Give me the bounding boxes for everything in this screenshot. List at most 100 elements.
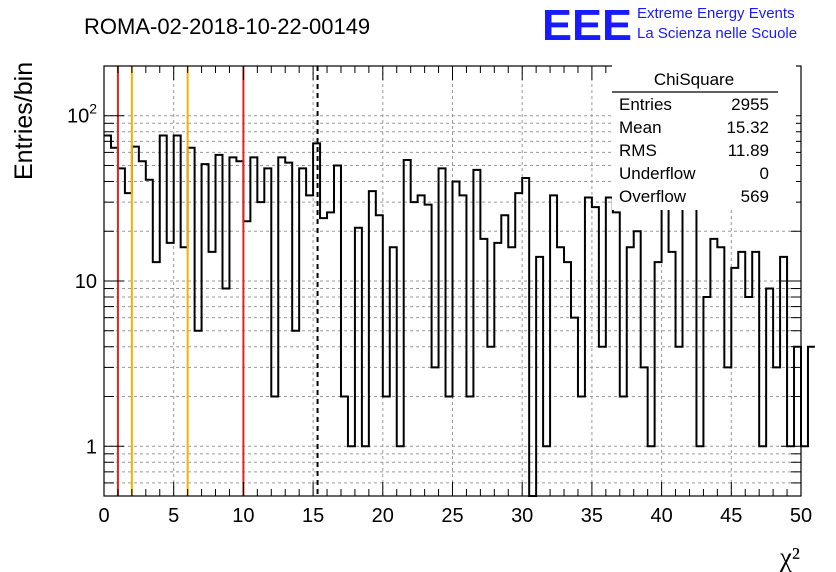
histogram-bin (104, 135, 111, 496)
histogram-bin (292, 331, 299, 496)
y-tick-label: 10 (75, 271, 97, 293)
histogram-bin (571, 318, 578, 496)
histogram-bin (306, 195, 313, 496)
histogram-bin (648, 446, 655, 496)
histogram-bin (564, 262, 571, 496)
histogram-bin (703, 297, 710, 496)
histogram-bin (229, 157, 236, 496)
histogram-bin (139, 161, 146, 496)
histogram-bin (641, 367, 648, 496)
stats-title: ChiSquare (654, 70, 734, 89)
histogram-bin (808, 347, 815, 496)
stats-label: Underflow (619, 164, 696, 183)
histogram-bin (480, 239, 487, 496)
histogram-bin (683, 176, 690, 496)
x-tick-label: 35 (581, 505, 603, 527)
logo-line-1: Extreme Energy Events (637, 5, 795, 22)
histogram-bin (236, 161, 243, 496)
histogram-bin (446, 397, 453, 496)
histogram-bin (627, 247, 634, 496)
histogram-bin (404, 160, 411, 496)
histogram-bin (731, 268, 738, 496)
histogram-bin (473, 170, 480, 496)
histogram-bin (459, 195, 466, 496)
histogram-bin (717, 247, 724, 496)
histogram-bin (125, 193, 132, 496)
histogram-bin (188, 148, 195, 496)
histogram-bin (662, 191, 669, 496)
x-tick-label: 10 (232, 505, 254, 527)
stats-label: Entries (619, 95, 672, 114)
histogram-bin (271, 397, 278, 496)
x-tick-label: 15 (302, 505, 324, 527)
histogram-bin (620, 397, 627, 496)
histogram-bin (355, 228, 362, 496)
histogram-bin (550, 195, 557, 496)
stats-rows: Entries 2955 Mean 15.32 RMS 11.89 Underflow 0 Ov… (619, 95, 769, 206)
histogram-bin (494, 243, 501, 496)
histogram-bin (327, 212, 334, 496)
histogram-bin (578, 397, 585, 496)
stats-value: 11.89 (728, 141, 769, 160)
histogram-bin (411, 202, 418, 496)
histogram-bin (745, 297, 752, 496)
stats-value: 569 (741, 187, 769, 206)
histogram-bin (801, 446, 808, 496)
histogram-bin (466, 397, 473, 496)
histogram-bin (759, 446, 766, 496)
stats-label: Mean (619, 118, 662, 137)
histogram-bin (167, 243, 174, 496)
histogram-bin (376, 215, 383, 496)
histogram-bin (536, 257, 543, 496)
x-tick-label: 50 (790, 505, 812, 527)
histogram-bin (257, 202, 264, 496)
histogram-series (104, 134, 815, 497)
histogram-bin (146, 180, 153, 496)
histogram-bin (606, 198, 613, 496)
x-tick-label: 0 (98, 505, 109, 527)
histogram-bin (724, 367, 731, 496)
histogram-bin (418, 195, 425, 496)
x-tick-label: 40 (650, 505, 672, 527)
histogram-bin (599, 347, 606, 496)
x-axis-label: χ² (779, 542, 800, 572)
x-tick-label: 5 (168, 505, 179, 527)
histogram-bin (320, 218, 327, 496)
stats-label: RMS (619, 141, 657, 160)
histogram-bin (501, 215, 508, 496)
histogram-bin (195, 331, 202, 496)
histogram-bin (669, 252, 676, 496)
histogram-bin (390, 247, 397, 496)
histogram-bin (794, 347, 801, 496)
histogram-bin (766, 289, 773, 496)
histogram-bin (773, 367, 780, 496)
y-axis-ticks: 1 10 102 (67, 65, 801, 497)
histogram-bin (397, 446, 404, 496)
histogram-bin (710, 239, 717, 496)
histogram-bin (515, 193, 522, 496)
histogram-bin (160, 135, 167, 496)
histogram-bin (222, 289, 229, 496)
chart-title: ROMA-02-2018-10-22-00149 (84, 14, 370, 39)
histogram-bin (634, 231, 641, 496)
histogram-bin (118, 168, 125, 496)
histogram-bin (362, 446, 369, 496)
stats-value: 2955 (731, 95, 769, 114)
histogram-bin (278, 157, 285, 496)
histogram-bin (487, 347, 494, 496)
histogram-bin (676, 347, 683, 496)
histogram-bin (153, 262, 160, 496)
histogram-bin (592, 207, 599, 496)
histogram-bin (439, 168, 446, 496)
y-tick-label: 1 (86, 436, 97, 458)
histogram-bin (341, 397, 348, 496)
stats-value: 15.32 (726, 118, 769, 137)
stats-box-background (612, 64, 796, 210)
histogram-bin (264, 168, 271, 496)
histogram-bin (508, 247, 515, 496)
histogram-bin (738, 252, 745, 496)
histogram-bin (557, 247, 564, 496)
histogram-bin (285, 163, 292, 496)
histogram-bin (209, 252, 216, 496)
